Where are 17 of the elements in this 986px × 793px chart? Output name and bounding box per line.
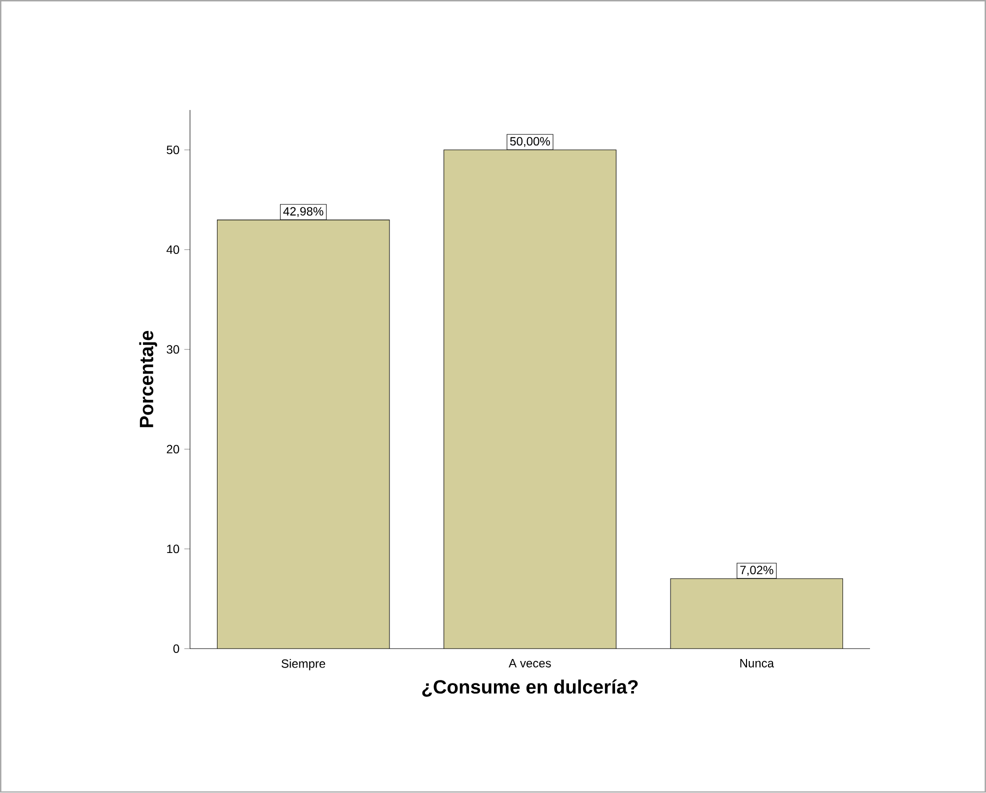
bar: [670, 578, 844, 649]
x-axis-title: ¿Consume en dulcería?: [422, 680, 638, 697]
x-tick-label: Siempre: [282, 659, 326, 670]
y-axis-title: Porcentaje: [139, 331, 158, 428]
y-tick-label: 20: [166, 445, 180, 454]
y-tick-label: 10: [167, 544, 180, 554]
y-tick-label: 40: [166, 246, 180, 254]
data-label: 7,02%: [740, 566, 774, 576]
y-tick-label: 0: [173, 644, 180, 654]
data-label: 50,00%: [510, 137, 550, 148]
y-tick-label: 50: [166, 146, 180, 154]
bar: [217, 220, 390, 649]
x-tick-label: Nunca: [740, 659, 774, 668]
x-tick-label: A veces: [508, 659, 551, 668]
bar: [444, 150, 616, 649]
data-label: 42,98%: [283, 207, 324, 218]
y-tick-label: 30: [166, 345, 180, 354]
